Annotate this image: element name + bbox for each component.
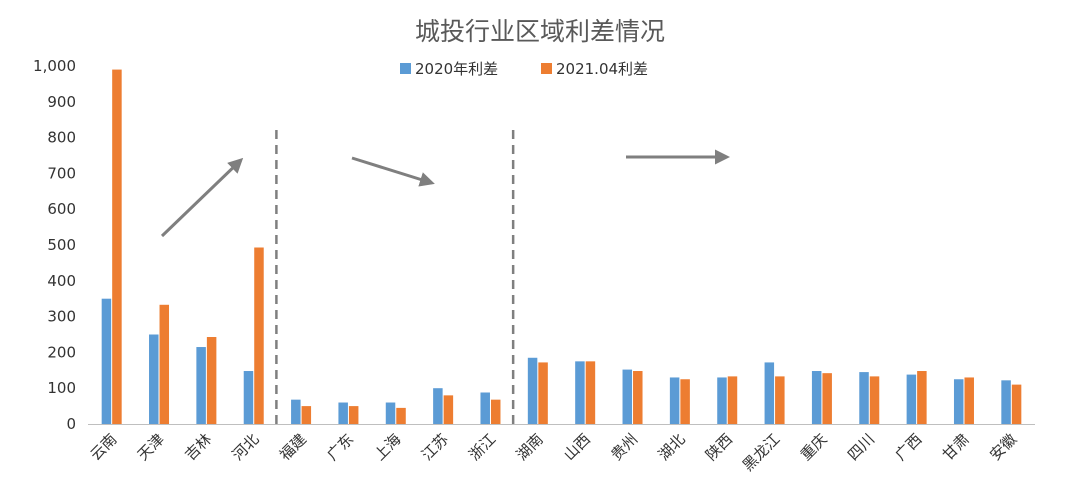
bar-series2 [680,379,690,424]
bar-series2 [775,376,785,424]
bar-series1 [196,347,206,424]
bar-series1 [433,388,443,424]
bar-series1 [243,371,254,424]
x-tick-label: 天津 [134,430,168,464]
plot-area [88,69,1035,425]
x-tick-label: 云南 [87,430,121,464]
x-tick-label: 安徽 [986,430,1020,464]
x-tick-label: 广西 [892,430,926,464]
x-tick-label: 江苏 [418,430,452,464]
x-tick-label: 湖南 [513,430,547,464]
bar-series1 [1001,380,1011,424]
y-tick-label: 1,000 [33,57,76,75]
x-tick-label: 河北 [229,430,263,464]
x-tick-label: 山西 [560,430,594,464]
bar-series2 [443,395,454,424]
bar-series2 [538,362,548,424]
bar-series1 [622,369,633,424]
legend: 2020年利差 2021.04利差 [400,60,648,78]
bar-series2 [254,247,264,424]
bar-series2 [727,376,738,424]
bar-series2 [585,361,596,424]
annotations [160,130,730,424]
y-tick-label: 0 [66,415,76,433]
bar-series1 [669,377,680,424]
y-tick-label: 400 [47,272,76,290]
y-axis: 0 100 200 300 400 500 600 700 800 900 1,000 [33,57,76,433]
x-tick-label: 吉林 [181,430,215,464]
bar-series2 [822,373,832,424]
y-tick-label: 700 [47,164,76,182]
bar-series1 [385,402,396,424]
bar-series2 [869,376,880,424]
legend-swatch [400,63,411,74]
bar-series1 [811,371,822,424]
bar-series1 [859,372,869,424]
bar-series2 [348,406,359,424]
y-tick-label: 800 [47,129,76,147]
bar-series1 [338,402,348,424]
legend-swatch [541,63,552,74]
bar-series1 [291,399,301,424]
y-tick-label: 300 [47,308,76,326]
y-tick-label: 600 [47,200,76,218]
bar-series1 [527,357,538,424]
bar-series1 [764,362,775,424]
x-tick-label: 上海 [371,430,405,464]
y-tick-label: 200 [47,343,76,361]
bar-series2 [490,399,501,424]
x-tick-label: 浙江 [465,430,499,464]
bar-series1 [101,298,112,424]
x-tick-label: 福建 [276,430,310,464]
bar-series1 [953,379,964,424]
x-tick-label: 广东 [323,430,357,464]
bar-series2 [301,406,312,424]
bar-series1 [149,334,159,424]
bar-series2 [633,371,643,424]
bar-series1 [480,392,490,424]
legend-label: 2021.04利差 [556,60,648,78]
bar-series1 [575,361,585,424]
x-tick-label: 甘肃 [939,430,973,464]
x-tick-label: 黑龙江 [739,430,784,475]
bar-series2 [917,371,927,424]
chart-title: 城投行业区域利差情况 [415,17,665,46]
bar-series2 [396,407,406,424]
bar-series2 [964,377,974,424]
trend-arrow-up [160,157,244,238]
x-tick-label: 四川 [844,430,878,464]
bar-series2 [112,69,122,424]
y-tick-label: 500 [47,236,76,254]
trend-arrow-down [351,156,435,187]
y-tick-label: 100 [47,379,76,397]
bar-series1 [717,377,727,424]
bar-series2 [206,337,217,424]
bar-series2 [1011,384,1022,424]
x-tick-label: 湖北 [655,430,689,464]
x-tick-label: 贵州 [607,430,641,464]
x-tick-label: 陕西 [702,430,736,464]
y-tick-label: 900 [47,93,76,111]
bar-series1 [906,374,917,424]
legend-label: 2020年利差 [415,60,498,78]
bar-series2 [159,304,170,424]
x-tick-label: 重庆 [797,430,831,464]
x-axis: 云南 天津 吉林 河北 福建 广东 上海 江苏 浙江 湖南 山西 贵州 湖北 陕西 黑龙江 重庆 四川 广西 甘肃安… [87,430,1021,475]
